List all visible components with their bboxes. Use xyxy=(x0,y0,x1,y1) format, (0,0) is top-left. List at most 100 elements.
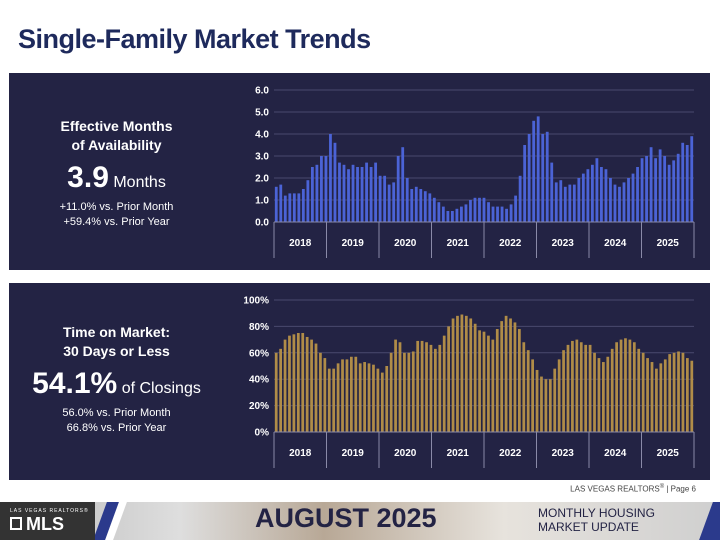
bar xyxy=(416,340,420,432)
bar xyxy=(446,211,450,222)
footer-bar: LAS VEGAS REALTORS® MLS AUGUST 2025 MONT… xyxy=(0,502,720,540)
bar xyxy=(469,318,473,432)
big-number: 3.9 xyxy=(67,161,109,194)
bar xyxy=(690,360,694,432)
stat-title-line-2: of Availability xyxy=(71,137,162,153)
bar xyxy=(283,195,287,222)
bar xyxy=(590,164,594,222)
stat-sub-1: 56.0% vs. Prior Month xyxy=(62,407,171,419)
bar xyxy=(624,338,627,432)
bar xyxy=(392,182,396,222)
bar xyxy=(584,344,588,432)
bar xyxy=(509,318,512,432)
y-tick-label: 3.0 xyxy=(255,152,269,163)
bar xyxy=(405,178,409,222)
bar xyxy=(500,321,504,432)
bar xyxy=(593,352,596,432)
bar xyxy=(301,189,305,222)
bar xyxy=(378,175,382,222)
bar xyxy=(423,191,427,222)
y-tick-label: 20% xyxy=(249,401,269,412)
bar xyxy=(690,136,694,222)
stat-big-value: 54.1% of Closings xyxy=(9,367,224,406)
bar xyxy=(360,167,364,222)
bar xyxy=(478,197,481,222)
bar xyxy=(487,335,490,432)
bar xyxy=(478,330,481,432)
bar xyxy=(288,193,292,222)
bar xyxy=(410,189,414,222)
bar xyxy=(568,184,572,222)
bar xyxy=(358,363,362,432)
bar xyxy=(420,340,424,432)
bar xyxy=(274,186,278,222)
bar xyxy=(646,358,649,432)
stat-title: Time on Market: 30 Days or Less xyxy=(9,323,224,361)
report-subtitle-line-1: MONTHLY HOUSING xyxy=(538,506,655,520)
bar xyxy=(288,335,291,432)
bar xyxy=(447,326,450,432)
bar xyxy=(572,184,576,222)
bar xyxy=(274,352,278,432)
bar xyxy=(586,169,590,222)
bar xyxy=(460,206,463,222)
bar xyxy=(438,344,442,432)
bar xyxy=(473,323,477,432)
x-year-label: 2021 xyxy=(447,448,470,459)
bar xyxy=(482,197,486,222)
bar xyxy=(425,342,428,432)
bar xyxy=(668,354,672,432)
stat-title-line-1: Effective Months xyxy=(60,118,173,134)
x-year-label: 2024 xyxy=(604,238,627,249)
logo-top-text: LAS VEGAS REALTORS® xyxy=(10,508,89,514)
bar xyxy=(487,202,490,222)
bar xyxy=(615,342,618,432)
bar xyxy=(297,193,301,222)
bar xyxy=(619,339,623,432)
bar xyxy=(575,339,579,432)
bar xyxy=(403,352,406,432)
bar xyxy=(324,156,328,222)
bar xyxy=(305,336,309,432)
bar xyxy=(491,339,495,432)
x-year-label: 2023 xyxy=(552,448,575,459)
bar xyxy=(672,352,676,432)
bar xyxy=(637,348,641,432)
bar xyxy=(650,362,654,432)
bar xyxy=(411,351,415,432)
credit-text: LAS VEGAS REALTORS xyxy=(570,484,660,494)
bar xyxy=(450,211,454,222)
bar xyxy=(351,164,355,222)
bar xyxy=(319,352,322,432)
bar xyxy=(641,352,645,432)
bar xyxy=(374,162,378,222)
bar xyxy=(681,142,685,222)
bar xyxy=(581,173,585,222)
months-availability-chart: 0.0 1.0 2.0 3.0 4.0 5.0 6.0 2018 2019 2020 2021 202… xyxy=(255,86,695,258)
bar xyxy=(495,329,499,432)
bar xyxy=(588,344,592,432)
bar xyxy=(559,180,563,222)
bar xyxy=(531,359,534,432)
bar xyxy=(627,178,630,222)
bar xyxy=(292,334,296,432)
big-unit: Months xyxy=(113,174,166,191)
bar xyxy=(640,158,644,222)
bar xyxy=(553,368,557,432)
bar xyxy=(667,164,671,222)
report-subtitle: MONTHLY HOUSING MARKET UPDATE xyxy=(538,506,655,534)
bar xyxy=(518,329,521,432)
bar xyxy=(464,204,468,222)
bar xyxy=(341,359,344,432)
bar xyxy=(602,362,605,432)
y-tick-label: 80% xyxy=(249,322,269,333)
bar xyxy=(631,173,635,222)
big-unit: of Closings xyxy=(121,380,201,397)
x-year-label: 2021 xyxy=(447,238,470,249)
x-year-label: 2025 xyxy=(657,238,680,249)
bar xyxy=(604,169,608,222)
bar xyxy=(460,314,464,432)
bar xyxy=(613,184,617,222)
x-year-label: 2020 xyxy=(394,238,417,249)
bar xyxy=(550,162,554,222)
